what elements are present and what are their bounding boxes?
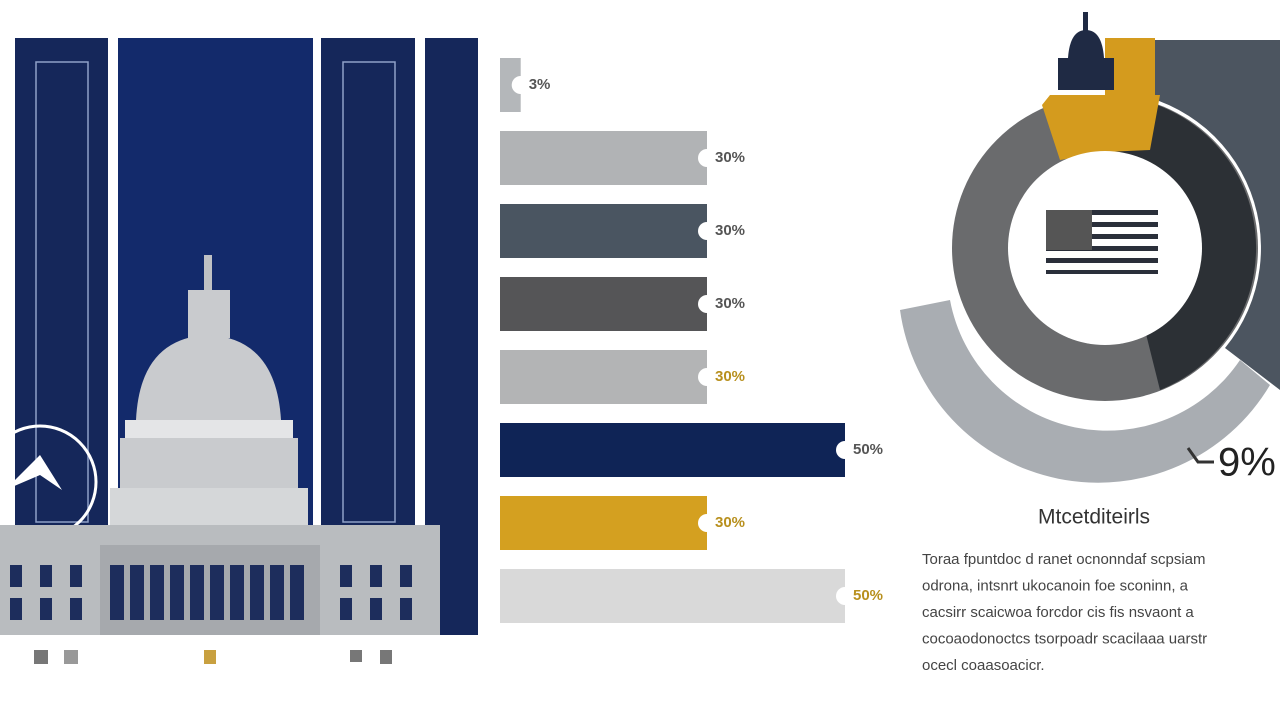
- bar-notch: [698, 514, 716, 532]
- capitol-panel: [0, 38, 478, 664]
- frame: [35, 61, 89, 523]
- callout: [1186, 447, 1214, 464]
- value-label: 30%: [715, 222, 745, 239]
- caption-line: cacsirr scaicwoa forcdor cis fis nsvaont…: [922, 604, 1194, 621]
- caption-line: Toraa fpuntdoc d ranet ocnonndaf scpsiam: [922, 551, 1206, 568]
- bar: [500, 131, 707, 185]
- caption-title: Mtcetditeirls: [1038, 506, 1150, 529]
- icon: [34, 650, 48, 664]
- bar-notch: [836, 441, 854, 459]
- value-label: 30%: [715, 295, 745, 312]
- stripe: [415, 38, 425, 635]
- dome-icon: [1058, 12, 1114, 90]
- flag: [1046, 210, 1158, 274]
- icon: [204, 650, 216, 664]
- icon: [350, 650, 362, 662]
- emblem-icon: [5, 455, 62, 490]
- value-label: 50%: [853, 441, 883, 458]
- caption-line: cocoaodonoctcs tsorpoadr scacilaaa uarst…: [922, 630, 1207, 647]
- icon: [64, 650, 78, 664]
- stripe: [108, 38, 118, 635]
- bar-notch: [836, 587, 854, 605]
- bar: [500, 350, 707, 404]
- donut-segment: [1042, 95, 1160, 160]
- donut: [900, 12, 1280, 483]
- value-label: 50%: [853, 587, 883, 604]
- bar-notch: [698, 368, 716, 386]
- donut-segment: [1105, 40, 1280, 390]
- bar: [500, 569, 845, 623]
- caption-line: ocecl coaasoacicr.: [922, 657, 1045, 674]
- caption-line: odrona, intsnrt ukocanoin foe sconinn, a: [922, 577, 1189, 594]
- bar: [500, 58, 521, 112]
- capitol-windows: [10, 565, 412, 620]
- bar-chart: 3% 30% 30% 30% 30% 50% 30% 50%: [500, 58, 883, 623]
- stripe: [313, 38, 321, 635]
- bar-notch: [698, 295, 716, 313]
- outer-ring: [900, 300, 1270, 483]
- bar-notch: [698, 149, 716, 167]
- value-label: 30%: [715, 149, 745, 166]
- value-label: 3%: [529, 76, 551, 93]
- bar: [500, 277, 707, 331]
- caption: Toraa fpuntdoc d ranet ocnonndaf scpsiam…: [922, 551, 1207, 674]
- value-label: 30%: [715, 514, 745, 531]
- bar: [500, 423, 845, 477]
- icon: [380, 650, 392, 664]
- bar: [500, 204, 707, 258]
- frame: [342, 61, 396, 523]
- bar-notch: [511, 76, 530, 94]
- bar-notch: [698, 222, 716, 240]
- donut-label: 9%: [1218, 441, 1276, 485]
- value-label: 30%: [715, 368, 745, 385]
- bar: [500, 496, 707, 550]
